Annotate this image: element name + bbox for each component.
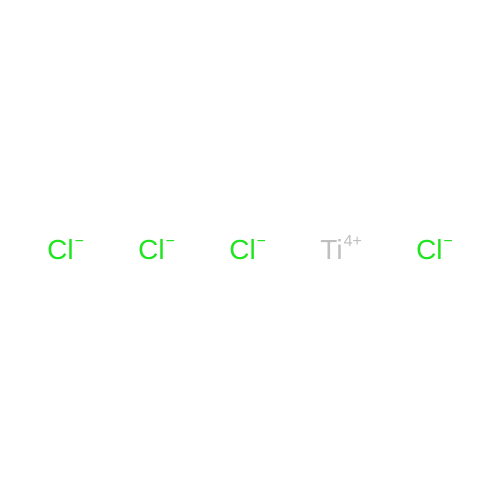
ion-symbol: Cl — [229, 236, 255, 264]
chloride-ion: Cl − — [47, 236, 84, 264]
ion-symbol: Cl — [138, 236, 164, 264]
titanium-ion: Ti 4+ — [320, 236, 362, 264]
ion-charge: − — [75, 234, 84, 250]
chloride-ion: Cl − — [229, 236, 266, 264]
ion-symbol: Cl — [416, 236, 442, 264]
ion-symbol: Cl — [47, 236, 73, 264]
chloride-ion: Cl − — [138, 236, 175, 264]
ion-charge: − — [166, 234, 175, 250]
ion-symbol: Ti — [320, 236, 342, 264]
ion-charge: − — [444, 234, 453, 250]
ion-charge: − — [257, 234, 266, 250]
chemical-formula-row: Cl − Cl − Cl − Ti 4+ Cl − — [0, 236, 500, 264]
chloride-ion: Cl − — [416, 236, 453, 264]
ion-charge: 4+ — [344, 234, 362, 250]
